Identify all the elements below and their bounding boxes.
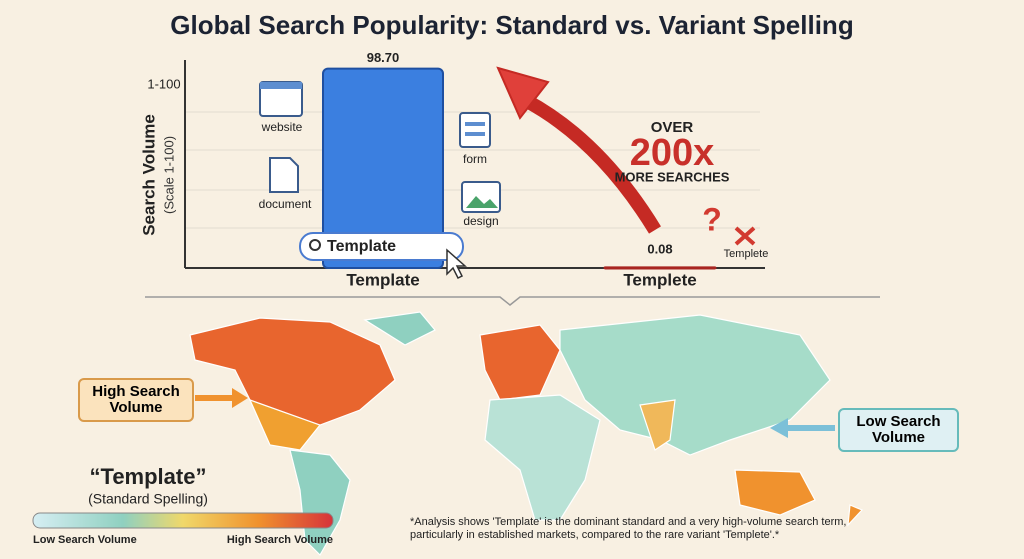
y-axis-subtitle: (Scale 1-100) — [161, 136, 176, 214]
icon-label: design — [463, 214, 498, 228]
legend-gradient — [32, 512, 334, 529]
legend-low: Low Search Volume — [33, 534, 137, 546]
icon-label: form — [463, 152, 487, 166]
trend-arrow — [521, 93, 661, 234]
search-icon — [309, 239, 321, 251]
search-box — [299, 232, 464, 261]
comparison-multiplier: 200x — [630, 132, 715, 174]
high-volume-label: High Search Volume — [78, 378, 194, 422]
low-arrowhead — [770, 418, 788, 438]
variant-tag: Templete — [724, 248, 769, 260]
low-volume-label: Low Search Volume — [838, 408, 959, 452]
title: Global Search Popularity: Standard vs. V… — [170, 10, 853, 40]
high-arrowhead — [232, 388, 248, 408]
icons: website document form design — [259, 81, 501, 228]
cross-mark — [734, 226, 756, 246]
world-map — [189, 311, 864, 556]
y-axis-title: Search Volume — [139, 114, 158, 236]
comparison-prefix: OVER — [651, 119, 694, 136]
icon-label: website — [261, 120, 303, 134]
x-tick-label: Template — [346, 270, 419, 289]
legend-subtitle: (Standard Spelling) — [88, 491, 208, 507]
x-tick-label: Templete — [623, 270, 696, 289]
question-mark: ? — [702, 201, 722, 237]
search-text: Template — [327, 238, 396, 255]
comparison-suffix: MORE SEARCHES — [615, 169, 730, 184]
value-label: 98.70 — [367, 50, 400, 65]
trend-arrowhead — [496, 66, 550, 120]
footnote: *Analysis shows 'Template' is the domina… — [410, 516, 847, 541]
cursor — [446, 248, 467, 280]
icon-label: document — [259, 197, 312, 211]
bar — [322, 67, 444, 269]
y-range-label: 1-100 — [147, 76, 180, 91]
legend-title: “Template” — [90, 464, 207, 489]
divider — [145, 296, 880, 306]
legend-high: High Search Volume — [227, 534, 333, 546]
value-label: 0.08 — [647, 241, 672, 256]
